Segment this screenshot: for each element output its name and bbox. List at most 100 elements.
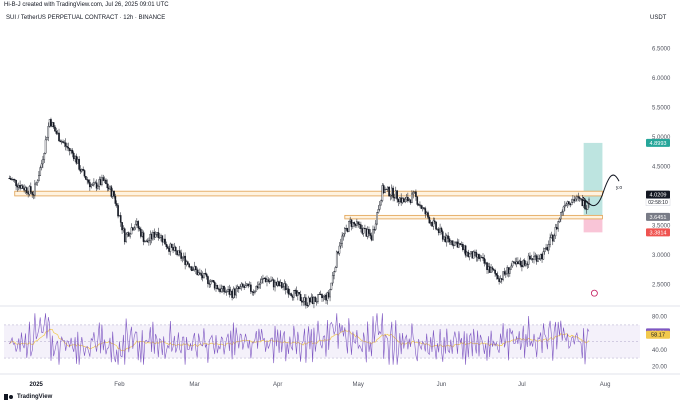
candle-body	[529, 255, 531, 260]
candle-body	[134, 224, 137, 229]
candle-body	[23, 188, 25, 191]
candle-body	[311, 296, 314, 304]
rsi-tick-label: 80.00	[652, 315, 668, 321]
candle-body	[278, 281, 280, 287]
candle-body	[360, 224, 362, 229]
candle-body	[211, 280, 213, 282]
candle-body	[454, 241, 456, 246]
candle-body	[166, 246, 169, 249]
candle-body	[74, 155, 76, 160]
price-badge-target	[646, 138, 670, 147]
candle-body	[331, 275, 334, 284]
candle-body	[366, 229, 369, 237]
candle-body	[19, 184, 21, 189]
candle-body	[98, 179, 101, 187]
candle-body	[319, 293, 322, 295]
candle-body	[138, 227, 141, 230]
tradingview-logo[interactable]: TradingView	[4, 394, 52, 400]
price-tick-label: 2.5000	[652, 282, 671, 288]
candle-body	[232, 288, 235, 298]
candle-body	[87, 179, 90, 183]
candle-body	[396, 190, 398, 200]
price-badge-entry	[646, 212, 670, 221]
candle-body	[394, 190, 397, 199]
candle-body	[271, 279, 274, 281]
currency-label[interactable]: USDT	[650, 15, 667, 21]
candle-body	[390, 187, 393, 196]
candle-body	[313, 296, 315, 304]
candle-body	[513, 261, 515, 263]
symbol-title[interactable]: SUI / TetherUS PERPETUAL CONTRACT · 12h …	[6, 15, 166, 21]
price-badge-last	[646, 190, 670, 199]
candle-body	[389, 194, 392, 197]
candle-body	[221, 285, 224, 289]
candle-body	[101, 177, 103, 185]
candle-body	[170, 243, 173, 248]
candle-body	[479, 257, 482, 259]
rsi-tick-label: 40.00	[652, 348, 668, 354]
candle-body	[205, 273, 208, 277]
candle-body	[380, 200, 382, 206]
candle-body	[527, 255, 530, 265]
candle-body	[123, 228, 126, 242]
candle-body	[240, 283, 243, 288]
candle-body	[188, 263, 190, 268]
candle-body	[17, 184, 20, 188]
candle-body	[482, 257, 484, 259]
candle-body	[252, 291, 255, 293]
candle-body	[388, 186, 390, 197]
candle-body	[178, 250, 181, 254]
candle-body	[374, 223, 377, 230]
price-tick-label: 3.0000	[652, 253, 671, 259]
candle-body	[400, 197, 402, 203]
candle-body	[54, 126, 56, 132]
candle-body	[119, 215, 122, 223]
candle-body	[103, 179, 106, 181]
candle-body	[370, 235, 373, 241]
candle-body	[93, 182, 95, 186]
candle-body	[397, 199, 400, 203]
candle-body	[468, 253, 471, 257]
candle-body	[399, 197, 401, 203]
candle-body	[417, 204, 420, 206]
candle-body	[558, 218, 561, 222]
candle-body	[16, 185, 19, 188]
candle-body	[425, 212, 428, 215]
candle-body	[321, 294, 323, 299]
time-tick-label: Mar	[189, 382, 199, 388]
projection-label: y.o	[616, 185, 623, 191]
candle-body	[169, 243, 172, 252]
candle-body	[466, 251, 468, 256]
candle-body	[511, 261, 514, 267]
candle-body	[439, 227, 441, 233]
candle-body	[393, 197, 396, 199]
candle-body	[192, 269, 194, 271]
candle-body	[423, 207, 425, 209]
candle-body	[416, 196, 419, 205]
candle-body	[499, 278, 502, 282]
candle-body	[317, 294, 319, 302]
candle-body	[582, 200, 585, 207]
candle-body	[443, 236, 445, 240]
candle-body	[307, 297, 310, 306]
candle-body	[250, 284, 252, 292]
tradingview-brand: TradingView	[17, 394, 53, 400]
candle-body	[144, 241, 146, 243]
horizontal-zone-2	[344, 214, 603, 220]
candle-body	[102, 177, 105, 181]
candle-body	[64, 142, 67, 147]
time-tick-label: Jun	[437, 382, 447, 388]
candle-body	[350, 219, 353, 227]
candle-body	[39, 167, 42, 176]
candle-body	[519, 260, 522, 266]
candle-body	[24, 187, 27, 191]
candle-body	[392, 187, 394, 198]
candle-body	[35, 182, 38, 185]
price-tick-label: 5.5000	[652, 106, 671, 112]
candle-body	[142, 232, 145, 242]
price-badge-text: 4.8993	[649, 141, 666, 147]
candle-body	[36, 180, 39, 183]
candle-body	[244, 285, 247, 288]
